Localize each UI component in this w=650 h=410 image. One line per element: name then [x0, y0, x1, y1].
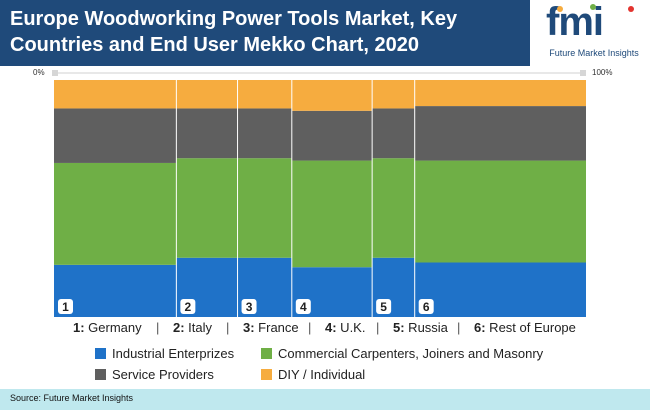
axis-label-name: Italy — [184, 320, 213, 335]
mekko-segment-italy-2 — [176, 108, 238, 159]
mekko-segment-france-3 — [237, 80, 292, 109]
axis-label-separator: | — [226, 320, 230, 335]
category-number-badge — [295, 299, 311, 314]
mekko-segment-germany-2 — [54, 108, 177, 163]
axis-label-number: 1: — [73, 320, 85, 335]
axis-label-number: 6: — [474, 320, 486, 335]
category-number-badge — [241, 299, 257, 314]
category-number-badge — [376, 299, 392, 314]
legend-swatch — [95, 369, 106, 380]
chart-title: Europe Woodworking Power Tools Market, K… — [10, 6, 490, 58]
axis-label-separator: | — [156, 320, 160, 335]
axis-label-number: 5: — [393, 320, 405, 335]
axis-label-italy: 2: Italy — [173, 320, 212, 335]
scale-label-0: 0% — [33, 68, 45, 77]
category-number-label: 2 — [185, 300, 192, 314]
mekko-segment-germany-0 — [54, 264, 177, 317]
legend-label: Service Providers — [112, 367, 214, 382]
mekko-segment-u-k--1 — [291, 160, 373, 268]
legend-swatch — [261, 369, 272, 380]
logo-dot-orange — [557, 6, 563, 12]
footer-bar: Source: Future Market Insights — [0, 389, 650, 410]
category-number-badge — [180, 299, 196, 314]
source-note: Source: Future Market Insights — [10, 393, 134, 403]
fmi-logo: fmi Future Market Insights — [530, 0, 650, 66]
mekko-segment-u-k--2 — [291, 110, 373, 161]
axis-label-germany: 1: Germany — [73, 320, 142, 335]
legend-label: Commercial Carpenters, Joiners and Mason… — [278, 346, 544, 361]
category-number-badge — [58, 299, 73, 314]
axis-label-separator: | — [376, 320, 380, 335]
title-line-2: Countries and End User Mekko Chart, 2020 — [10, 34, 420, 56]
legend-swatch — [261, 348, 272, 359]
mekko-segment-italy-3 — [176, 80, 238, 109]
mekko-segment-russia-2 — [372, 108, 415, 159]
axis-label-rest-of-europe: 6: Rest of Europe — [474, 320, 576, 335]
scale-label-100: 100% — [592, 68, 613, 77]
axis-label-name: Germany — [84, 320, 142, 335]
mekko-segment-rest-of-europe-1 — [414, 160, 586, 263]
mekko-segment-rest-of-europe-2 — [414, 106, 586, 161]
axis-label-russia: 5: Russia — [393, 320, 448, 335]
header-banner: Europe Woodworking Power Tools Market, K… — [0, 0, 650, 66]
axis-label-number: 2: — [173, 320, 185, 335]
logo-dot-red — [628, 6, 634, 12]
axis-label-number: 3: — [243, 320, 255, 335]
axis-label-name: France — [254, 320, 299, 335]
scale-tick-right — [580, 70, 586, 76]
logo-dot-green — [590, 4, 596, 10]
mekko-segment-rest-of-europe-3 — [414, 80, 586, 107]
legend-label: DIY / Individual — [278, 367, 366, 382]
mekko-segment-u-k--3 — [291, 80, 373, 111]
mekko-segment-russia-3 — [372, 80, 415, 109]
axis-label-france: 3: France — [243, 320, 299, 335]
legend-label: Industrial Enterprizes — [112, 346, 235, 361]
axis-label-u-k-: 4: U.K. — [325, 320, 365, 335]
legend-swatch — [95, 348, 106, 359]
mekko-segment-germany-1 — [54, 162, 177, 265]
scale-track — [58, 72, 582, 74]
mekko-segment-rest-of-europe-0 — [414, 262, 586, 317]
category-number-label: 3 — [246, 300, 253, 314]
category-number-label: 1 — [62, 300, 69, 314]
mekko-segment-russia-1 — [372, 158, 415, 258]
axis-label-name: Russia — [404, 320, 448, 335]
scale-tick-left — [52, 70, 58, 76]
mekko-segment-france-2 — [237, 108, 292, 159]
category-number-label: 5 — [380, 300, 387, 314]
mekko-segment-germany-3 — [54, 80, 177, 109]
axis-label-separator: | — [308, 320, 312, 335]
category-number-badge — [418, 299, 434, 314]
axis-label-name: U.K. — [336, 320, 366, 335]
category-axis-labels: 1: Germany | 2: Italy | 3: France | 4: U.K. | 5:… — [0, 320, 650, 338]
category-number-label: 6 — [423, 300, 430, 314]
axis-label-number: 4: — [325, 320, 337, 335]
category-number-label: 4 — [300, 300, 307, 314]
mekko-segment-france-1 — [237, 158, 292, 258]
mekko-segment-italy-1 — [176, 158, 238, 258]
logo-subtitle: Future Market Insights — [549, 48, 639, 58]
axis-label-separator: | — [457, 320, 461, 335]
axis-label-name: Rest of Europe — [485, 320, 576, 335]
title-line-1: Europe Woodworking Power Tools Market, K… — [10, 8, 458, 30]
